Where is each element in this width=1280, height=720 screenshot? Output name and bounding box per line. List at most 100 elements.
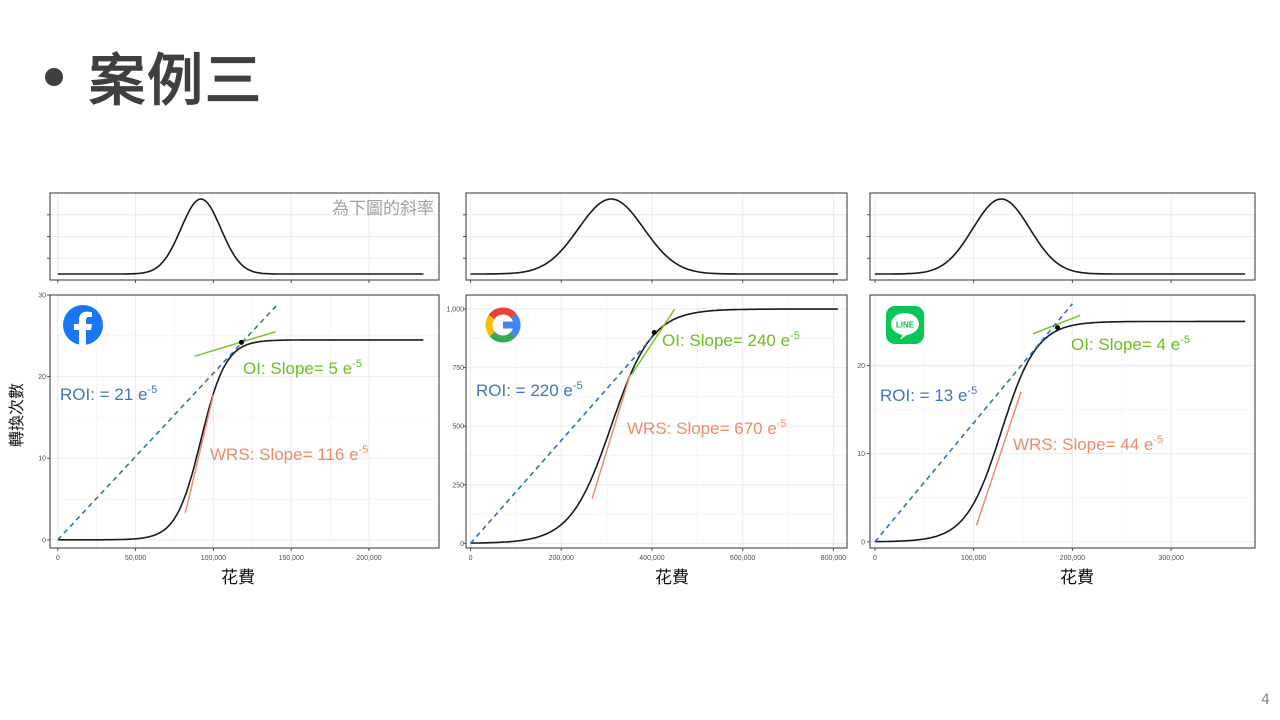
roi-dashed-line bbox=[874, 303, 1073, 543]
y-tick-label: 250 bbox=[452, 482, 464, 489]
ol-annotation-text: OI: Slope= 240 e bbox=[662, 331, 790, 350]
x-axis-label: 花費 bbox=[221, 568, 255, 587]
x-tick-label: 300,000 bbox=[1158, 555, 1183, 562]
wrs-annotation-text: WRS: Slope= 116 e bbox=[210, 445, 359, 464]
wrs-annotation: WRS: Slope= 44 e-5 bbox=[1013, 434, 1163, 454]
page-number: 4 bbox=[1261, 692, 1270, 708]
wrs-tangent-line bbox=[591, 374, 631, 500]
roi-annotation-text: ROI: = 21 e bbox=[60, 385, 147, 404]
ol-annotation-exponent: -5 bbox=[790, 330, 800, 342]
main-panel-border bbox=[49, 294, 440, 549]
x-tick-label: 100,000 bbox=[961, 555, 986, 562]
response-curve bbox=[874, 320, 1246, 543]
slope-panel-note: 為下圖的斜率 bbox=[332, 199, 434, 218]
roi-annotation: ROI: = 21 e-5 bbox=[60, 384, 157, 404]
x-tick-label: 50,000 bbox=[125, 555, 147, 562]
slope-panel-border bbox=[869, 192, 1256, 281]
google-bar bbox=[503, 321, 521, 329]
roi-annotation-text: ROI: = 13 e bbox=[880, 386, 967, 405]
y-tick-label: 750 bbox=[452, 365, 464, 372]
x-tick-label: 200,000 bbox=[1060, 555, 1085, 562]
response-curve bbox=[57, 339, 424, 541]
roi-annotation: ROI: = 220 e-5 bbox=[476, 380, 583, 400]
roi-annotation-exponent: -5 bbox=[967, 385, 977, 397]
x-tick-label: 0 bbox=[56, 555, 60, 562]
ol-tangent-line bbox=[630, 308, 676, 376]
ol-annotation-exponent: -5 bbox=[1180, 334, 1190, 346]
facebook-icon bbox=[63, 305, 103, 345]
ol-annotation-text: OI: Slope= 4 e bbox=[1071, 335, 1180, 354]
facebook-f-glyph bbox=[74, 311, 92, 345]
google-arc bbox=[489, 331, 516, 343]
ol-annotation: OI: Slope= 240 e-5 bbox=[662, 330, 800, 350]
y-tick-label: 0 bbox=[460, 541, 464, 548]
y-tick-label: 20 bbox=[857, 363, 865, 370]
y-tick-label: 1,000 bbox=[446, 307, 464, 314]
ol-annotation-text: OI: Slope= 5 e bbox=[243, 359, 352, 378]
main-panel-border bbox=[465, 294, 848, 549]
slope-panel bbox=[463, 192, 848, 283]
roi-annotation-exponent: -5 bbox=[147, 384, 157, 396]
optimal-point bbox=[1055, 325, 1061, 331]
x-tick-label: 200,000 bbox=[549, 555, 574, 562]
slope-panel-border bbox=[49, 192, 440, 281]
wrs-annotation-exponent: -5 bbox=[1153, 434, 1163, 446]
wrs-annotation-text: WRS: Slope= 44 e bbox=[1013, 435, 1153, 454]
roi-annotation: ROI: = 13 e-5 bbox=[880, 385, 977, 405]
slope-curve bbox=[57, 198, 424, 275]
ol-annotation: OI: Slope= 4 e-5 bbox=[1071, 334, 1190, 354]
chart-2: 0 200,000 400,000 600,000 800,000 0 250 500 750 1… bbox=[446, 192, 848, 587]
roi-annotation-exponent: -5 bbox=[573, 380, 583, 392]
slide-title: 案例三 bbox=[45, 36, 263, 117]
main-panel-border bbox=[869, 294, 1256, 549]
google-arc bbox=[488, 307, 517, 320]
line-app-bubble bbox=[891, 313, 919, 335]
y-axis-label: 轉換次數 bbox=[8, 383, 26, 447]
y-tick-label: 0 bbox=[42, 537, 46, 544]
x-tick-label: 200,000 bbox=[356, 555, 381, 562]
optimal-point bbox=[651, 329, 657, 335]
slope-panel-border bbox=[465, 192, 848, 281]
slope-panel: 為下圖的斜率 bbox=[47, 192, 440, 283]
x-tick-label: 0 bbox=[873, 555, 877, 562]
x-axis-label: 花費 bbox=[1060, 568, 1094, 587]
y-tick-label: 10 bbox=[857, 451, 865, 458]
x-tick-label: 150,000 bbox=[279, 555, 304, 562]
wrs-tangent-line bbox=[184, 394, 215, 514]
ol-tangent-line bbox=[1032, 314, 1081, 335]
ol-tangent-line bbox=[194, 331, 276, 357]
main-panel: 0 50,000 100,000 150,000 200,000 0 10 20 30 ROI: … bbox=[38, 293, 440, 562]
x-tick-label: 800,000 bbox=[821, 555, 846, 562]
y-tick-label: 10 bbox=[38, 456, 46, 463]
wrs-annotation: WRS: Slope= 670 e-5 bbox=[627, 418, 787, 438]
wrs-tangent-line bbox=[975, 391, 1022, 526]
slope-curve bbox=[874, 198, 1246, 275]
main-panel-bg bbox=[50, 295, 439, 548]
slope-panel bbox=[867, 192, 1256, 283]
wrs-annotation-text: WRS: Slope= 670 e bbox=[627, 419, 777, 438]
main-panel-bg bbox=[870, 295, 1255, 548]
optimal-point bbox=[238, 339, 244, 345]
y-tick-label: 30 bbox=[38, 293, 46, 300]
google-arc bbox=[485, 314, 496, 337]
main-panel: 0 200,000 400,000 600,000 800,000 0 250 500 750 1… bbox=[446, 294, 848, 562]
wrs-annotation-exponent: -5 bbox=[777, 418, 787, 430]
x-tick-label: 0 bbox=[469, 555, 473, 562]
y-tick-label: 500 bbox=[452, 424, 464, 431]
bullet-point bbox=[45, 67, 63, 86]
x-axis-label: 花費 bbox=[655, 568, 689, 587]
ol-annotation: OI: Slope= 5 e-5 bbox=[243, 358, 362, 378]
x-tick-label: 100,000 bbox=[201, 555, 226, 562]
chart-1: 為下圖的斜率 0 50,000 100,000 150,000 200,000 0 10 20 3… bbox=[8, 192, 440, 587]
roi-annotation-text: ROI: = 220 e bbox=[476, 381, 573, 400]
x-tick-label: 600,000 bbox=[730, 555, 755, 562]
ol-annotation-exponent: -5 bbox=[352, 358, 362, 370]
google-icon bbox=[485, 307, 521, 343]
x-tick-label: 400,000 bbox=[639, 555, 664, 562]
wrs-annotation: WRS: Slope= 116 e-5 bbox=[210, 444, 368, 464]
title-text: 案例三 bbox=[89, 49, 263, 114]
line-app-text: LINE bbox=[896, 321, 915, 330]
